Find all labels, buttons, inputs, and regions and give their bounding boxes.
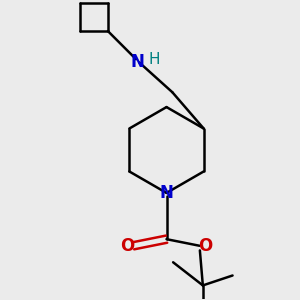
Text: O: O xyxy=(198,237,213,255)
Text: H: H xyxy=(148,52,160,67)
Text: N: N xyxy=(131,53,145,71)
Text: N: N xyxy=(160,184,173,202)
Text: O: O xyxy=(120,237,135,255)
